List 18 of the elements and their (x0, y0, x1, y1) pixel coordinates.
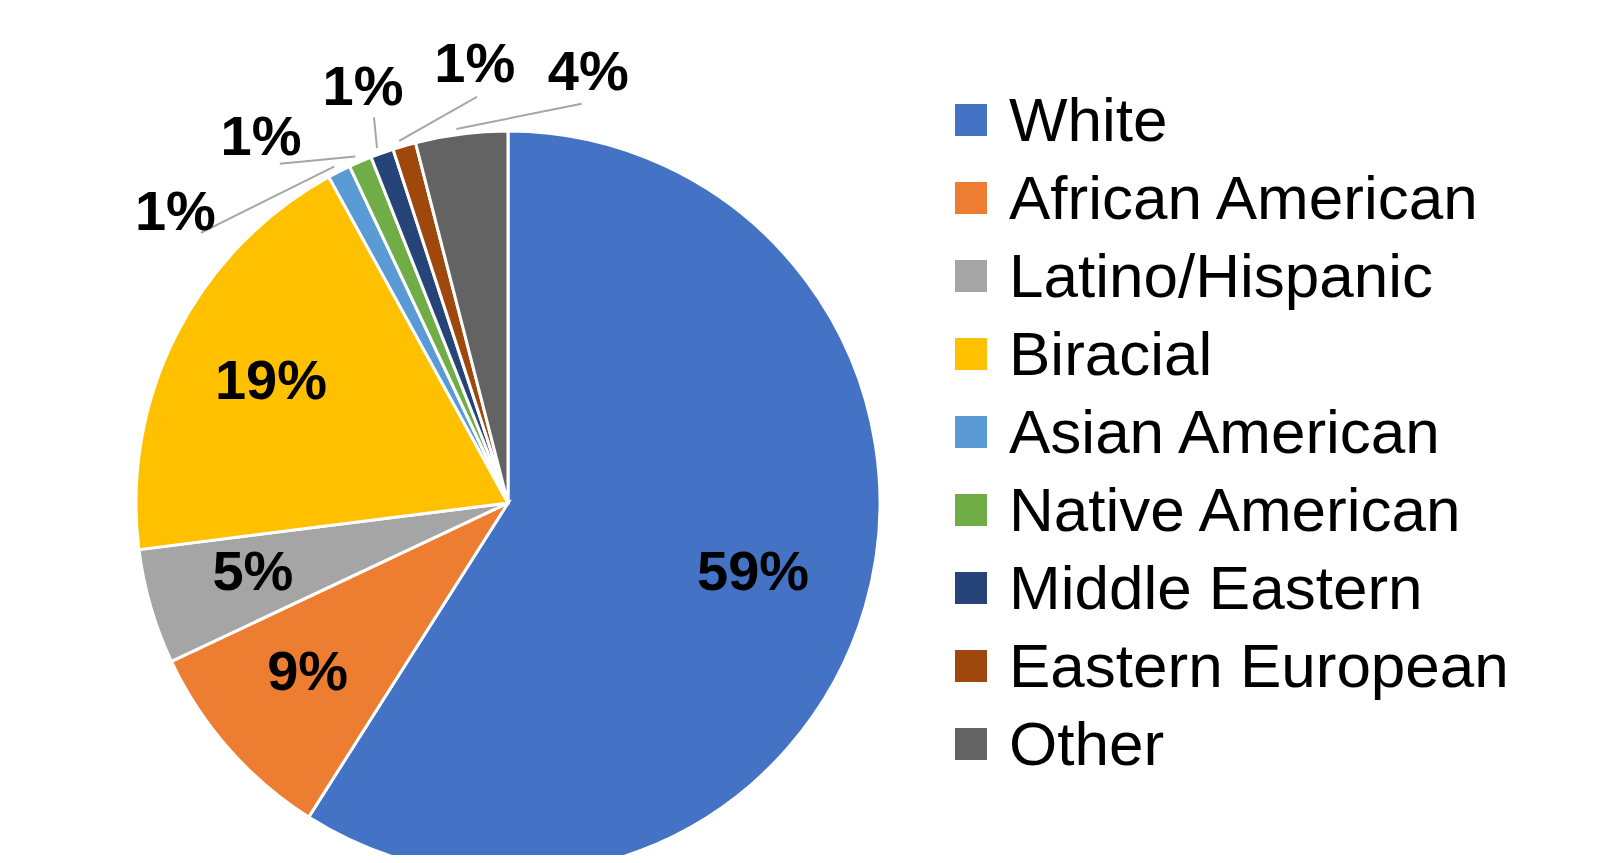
data-label: 4% (547, 38, 629, 102)
data-label: 1% (134, 178, 216, 242)
data-label: 1% (220, 103, 302, 167)
legend-label: Other (1009, 708, 1165, 779)
legend-label: African American (1009, 162, 1478, 233)
legend-label: Eastern European (1009, 630, 1509, 701)
data-label: 5% (212, 539, 294, 603)
legend-label: White (1009, 84, 1168, 155)
legend-label: Biracial (1009, 318, 1213, 389)
legend-label: Asian American (1009, 396, 1440, 467)
data-label: 1% (322, 53, 404, 117)
data-label: 9% (267, 638, 349, 702)
data-label: 59% (697, 539, 810, 603)
data-label: 1% (434, 31, 516, 95)
legend-label: Native American (1009, 474, 1461, 545)
legend-label: Middle Eastern (1009, 552, 1423, 623)
data-label: 19% (214, 348, 328, 412)
legend-label: Latino/Hispanic (1009, 240, 1433, 311)
